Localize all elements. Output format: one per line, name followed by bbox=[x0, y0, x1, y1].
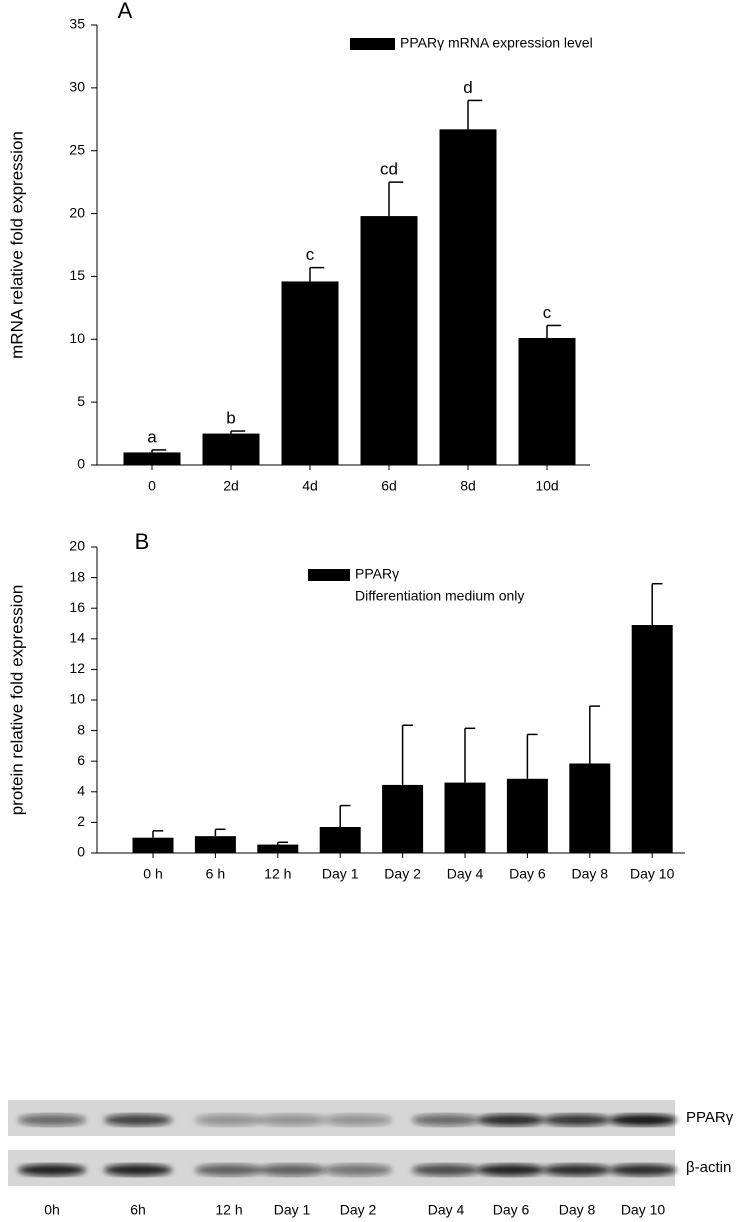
blot-band bbox=[543, 1114, 611, 1126]
bar bbox=[132, 837, 174, 853]
x-tick-label: Day 10 bbox=[630, 866, 675, 882]
bar bbox=[569, 763, 611, 853]
legend-note: Differentiation medium only bbox=[355, 588, 524, 604]
x-tick-label: 6 h bbox=[206, 866, 225, 882]
y-tick-label: 6 bbox=[77, 752, 85, 768]
lane-label: Day 8 bbox=[559, 1202, 596, 1218]
blot-band bbox=[477, 1114, 545, 1126]
blot-band bbox=[18, 1164, 86, 1176]
bar bbox=[319, 826, 361, 853]
x-tick-label: 10d bbox=[535, 478, 558, 494]
blot-bands bbox=[18, 1164, 677, 1176]
bar bbox=[257, 844, 299, 853]
y-tick-label: 18 bbox=[69, 568, 85, 584]
blot-band bbox=[195, 1164, 263, 1176]
legend-label: PPARγ mRNA expression level bbox=[400, 35, 593, 51]
x-tick-label: 0 h bbox=[143, 866, 162, 882]
chart-title: B bbox=[135, 529, 150, 554]
significance-letter: b bbox=[226, 409, 235, 428]
bar bbox=[194, 836, 236, 853]
band-label: PPARγ bbox=[686, 1109, 734, 1126]
x-tick-label: Day 4 bbox=[447, 866, 484, 882]
legend-swatch bbox=[350, 38, 395, 50]
blot-band bbox=[543, 1164, 611, 1176]
y-tick-label: 5 bbox=[77, 393, 85, 409]
y-tick-label: 0 bbox=[77, 844, 85, 860]
blot-band bbox=[258, 1164, 326, 1176]
blot-band bbox=[258, 1114, 326, 1126]
y-tick-label: 10 bbox=[69, 330, 85, 346]
blot-band bbox=[104, 1164, 172, 1176]
blot-bands bbox=[18, 1114, 677, 1126]
lane-label: Day 1 bbox=[274, 1202, 311, 1218]
legend-swatch bbox=[308, 569, 350, 581]
lane-label: 0h bbox=[44, 1202, 60, 1218]
y-tick-label: 8 bbox=[77, 721, 85, 737]
lane-label: Day 2 bbox=[340, 1202, 377, 1218]
blot-band bbox=[609, 1114, 677, 1126]
bar bbox=[281, 281, 339, 465]
bar bbox=[506, 778, 548, 853]
x-tick-label: Day 8 bbox=[572, 866, 609, 882]
blot-band bbox=[104, 1114, 172, 1126]
bar bbox=[202, 433, 260, 465]
significance-letter: c bbox=[543, 303, 552, 322]
x-tick-label: 2d bbox=[223, 478, 239, 494]
x-tick-label: Day 2 bbox=[384, 866, 421, 882]
legend-label: PPARγ bbox=[355, 566, 399, 582]
y-tick-label: 25 bbox=[69, 141, 85, 157]
lane-label: Day 6 bbox=[493, 1202, 530, 1218]
blot-band bbox=[412, 1164, 480, 1176]
x-tick-label: Day 1 bbox=[322, 866, 359, 882]
x-tick-label: 12 h bbox=[264, 866, 291, 882]
y-tick-label: 20 bbox=[69, 204, 85, 220]
y-tick-label: 30 bbox=[69, 79, 85, 95]
significance-letter: cd bbox=[380, 160, 398, 179]
y-axis-label: mRNA relative fold expression bbox=[7, 131, 26, 359]
x-tick-label: 8d bbox=[460, 478, 476, 494]
y-tick-label: 4 bbox=[77, 783, 85, 799]
blot-band bbox=[324, 1114, 392, 1126]
y-tick-label: 15 bbox=[69, 267, 85, 283]
y-tick-label: 10 bbox=[69, 691, 85, 707]
lane-label: 12 h bbox=[215, 1202, 242, 1218]
significance-letter: d bbox=[463, 78, 472, 97]
y-axis-label: protein relative fold expression bbox=[7, 585, 26, 816]
significance-letter: a bbox=[147, 427, 157, 446]
y-tick-label: 20 bbox=[69, 538, 85, 554]
bar bbox=[631, 625, 673, 853]
bar bbox=[360, 216, 418, 465]
y-tick-label: 14 bbox=[69, 630, 85, 646]
bar bbox=[382, 784, 424, 853]
bar bbox=[123, 452, 181, 465]
lane-label: Day 10 bbox=[621, 1202, 666, 1218]
blot-band bbox=[324, 1164, 392, 1176]
y-tick-label: 0 bbox=[77, 456, 85, 472]
x-tick-label: Day 6 bbox=[509, 866, 546, 882]
band-label: β-actin bbox=[686, 1159, 731, 1176]
chart-title: A bbox=[118, 0, 133, 23]
blot-band bbox=[195, 1114, 263, 1126]
lane-label: 6h bbox=[130, 1202, 146, 1218]
bar bbox=[518, 338, 576, 465]
blot-band bbox=[609, 1164, 677, 1176]
y-tick-label: 35 bbox=[69, 16, 85, 32]
blot-band bbox=[477, 1164, 545, 1176]
y-tick-label: 2 bbox=[77, 813, 85, 829]
lane-label: Day 4 bbox=[428, 1202, 465, 1218]
bar bbox=[444, 782, 486, 853]
bar bbox=[439, 129, 497, 466]
x-tick-label: 0 bbox=[148, 478, 156, 494]
x-tick-label: 6d bbox=[381, 478, 397, 494]
blot-band bbox=[18, 1114, 86, 1126]
blot-band bbox=[412, 1114, 480, 1126]
significance-letter: c bbox=[306, 245, 315, 264]
y-tick-label: 12 bbox=[69, 660, 85, 676]
y-tick-label: 16 bbox=[69, 599, 85, 615]
x-tick-label: 4d bbox=[302, 478, 318, 494]
